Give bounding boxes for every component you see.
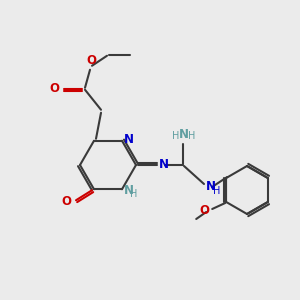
Text: N: N	[124, 184, 134, 197]
Text: H: H	[213, 186, 220, 196]
Text: O: O	[49, 82, 59, 95]
Text: O: O	[61, 195, 71, 208]
Text: O: O	[199, 203, 209, 217]
Text: H: H	[172, 131, 180, 141]
Text: N: N	[206, 179, 216, 193]
Text: O: O	[86, 54, 96, 67]
Text: H: H	[188, 131, 196, 141]
Text: H: H	[130, 189, 137, 199]
Text: N: N	[179, 128, 189, 141]
Text: N: N	[159, 158, 169, 170]
Text: N: N	[124, 133, 134, 146]
